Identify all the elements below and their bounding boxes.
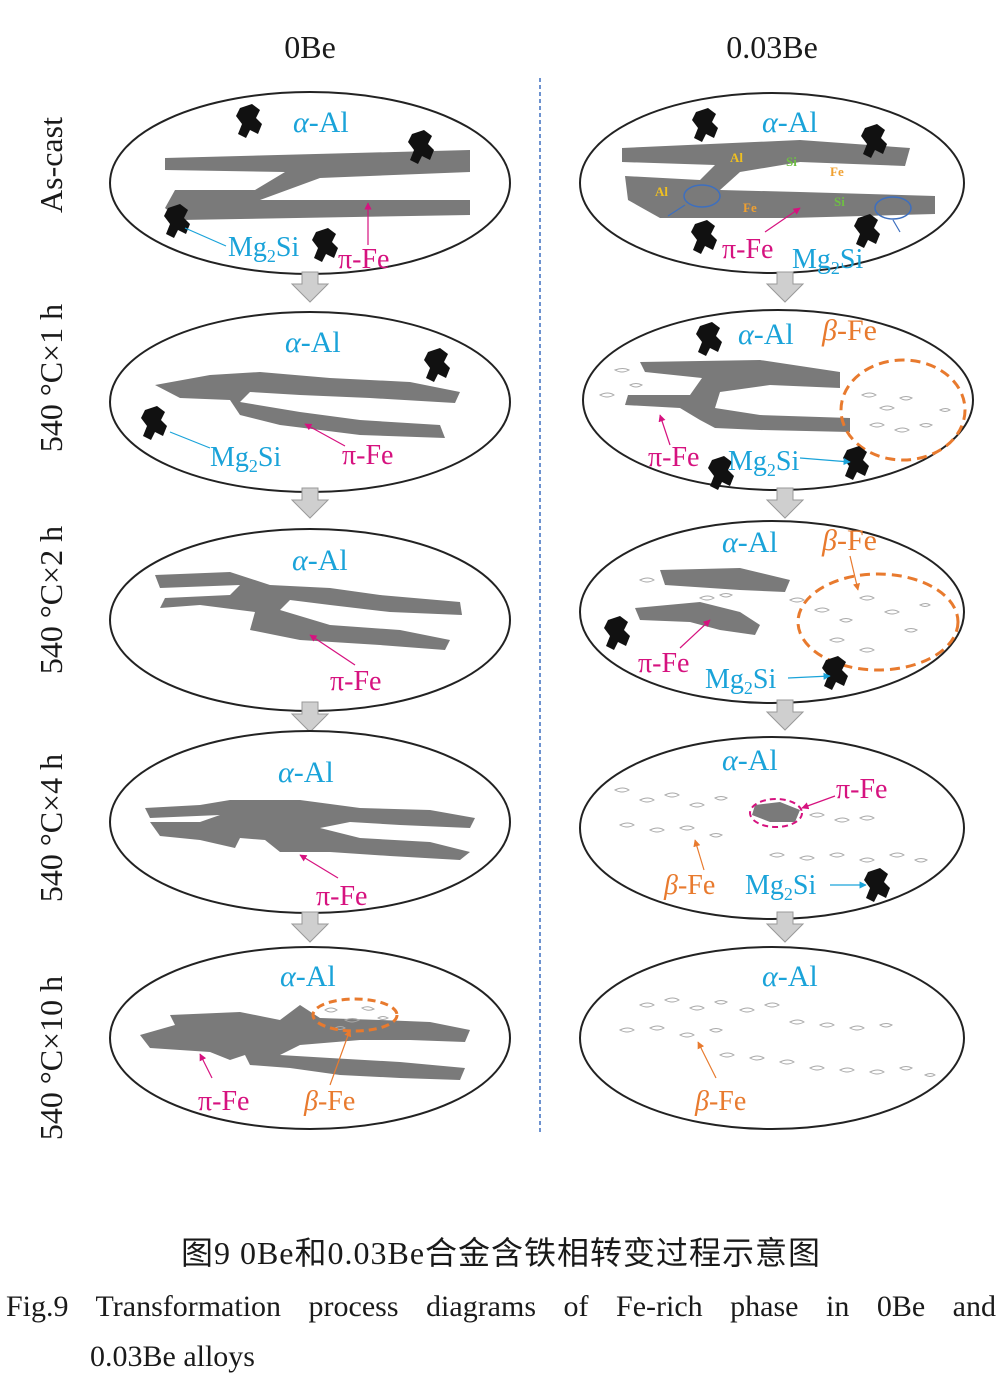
svg-text:β-Fe: β-Fe: [303, 1086, 355, 1117]
svg-text:α-Al: α-Al: [722, 744, 778, 777]
ellipse-003be-as-cast: Al Si Fe Al Fe Si α-Al π-Fe Mg2Si: [579, 92, 965, 278]
svg-text:α-Al: α-Al: [293, 106, 349, 139]
ellipse-0be-4h: α-Al π-Fe: [109, 730, 511, 914]
figure-caption-english-line1: Fig.9 Transformation process diagrams of…: [6, 1290, 996, 1323]
svg-text:π-Fe: π-Fe: [338, 244, 389, 275]
svg-text:α-Al: α-Al: [292, 544, 348, 577]
svg-text:Mg2Si: Mg2Si: [210, 442, 281, 476]
svg-text:Al: Al: [730, 150, 743, 165]
svg-text:α-Al: α-Al: [762, 106, 818, 139]
ellipse-0be-2h: α-Al π-Fe: [109, 528, 511, 712]
svg-text:Mg2Si: Mg2Si: [792, 244, 863, 278]
svg-text:β-Fe: β-Fe: [663, 870, 715, 901]
svg-text:β-Fe: β-Fe: [821, 314, 877, 347]
svg-text:Mg2Si: Mg2Si: [745, 870, 816, 904]
column-header-003be: 0.03Be: [726, 29, 818, 65]
stage-label-4h: 540 °C×4 h: [33, 754, 69, 902]
ellipse-0be-as-cast: α-Al Mg2Si π-Fe: [109, 91, 511, 275]
svg-text:π-Fe: π-Fe: [198, 1086, 249, 1117]
svg-text:α-Al: α-Al: [278, 756, 334, 789]
svg-text:Mg2Si: Mg2Si: [728, 446, 799, 480]
stage-label-1h: 540 °C×1 h: [33, 304, 69, 452]
svg-text:Al: Al: [655, 184, 668, 199]
svg-text:β-Fe: β-Fe: [821, 524, 877, 557]
ellipse-0be-10h: α-Al π-Fe β-Fe: [109, 946, 511, 1130]
svg-text:α-Al: α-Al: [738, 318, 794, 351]
stage-label-as-cast: As-cast: [33, 117, 69, 213]
stage-label-2h: 540 °C×2 h: [33, 526, 69, 674]
svg-text:Mg2Si: Mg2Si: [705, 664, 776, 698]
svg-text:π-Fe: π-Fe: [836, 774, 887, 805]
ellipse-003be-10h: α-Al β-Fe: [579, 946, 965, 1130]
svg-text:π-Fe: π-Fe: [342, 440, 393, 471]
transformation-diagram: 0Be 0.03Be As-cast 540 °C×1 h 540 °C×2 h…: [33, 29, 974, 1140]
svg-text:π-Fe: π-Fe: [638, 648, 689, 679]
ellipse-003be-2h: α-Al β-Fe π-Fe Mg2Si: [579, 520, 965, 704]
svg-text:Si: Si: [786, 154, 797, 169]
svg-text:Fe: Fe: [743, 200, 757, 215]
svg-text:Fe: Fe: [830, 164, 844, 179]
column-header-0be: 0Be: [284, 29, 336, 65]
svg-text:π-Fe: π-Fe: [722, 234, 773, 265]
svg-text:Si: Si: [834, 194, 845, 209]
svg-text:π-Fe: π-Fe: [316, 881, 367, 912]
svg-text:α-Al: α-Al: [280, 960, 336, 993]
figure-caption-english-line2: 0.03Be alloys: [90, 1340, 255, 1373]
svg-text:α-Al: α-Al: [722, 526, 778, 559]
ellipse-003be-1h: α-Al β-Fe π-Fe Mg2Si: [582, 309, 974, 491]
svg-text:π-Fe: π-Fe: [648, 442, 699, 473]
ellipse-0be-1h: α-Al Mg2Si π-Fe: [109, 311, 511, 493]
figure-caption-chinese: 图9 0Be和0.03Be合金含铁相转变过程示意图: [180, 1235, 822, 1271]
ellipse-003be-4h: α-Al π-Fe β-Fe Mg2Si: [579, 736, 965, 920]
svg-text:π-Fe: π-Fe: [330, 666, 381, 697]
svg-text:Mg2Si: Mg2Si: [228, 232, 299, 266]
svg-text:α-Al: α-Al: [762, 960, 818, 993]
svg-text:β-Fe: β-Fe: [694, 1086, 746, 1117]
svg-text:α-Al: α-Al: [285, 326, 341, 359]
stage-label-10h: 540 °C×10 h: [33, 976, 69, 1140]
